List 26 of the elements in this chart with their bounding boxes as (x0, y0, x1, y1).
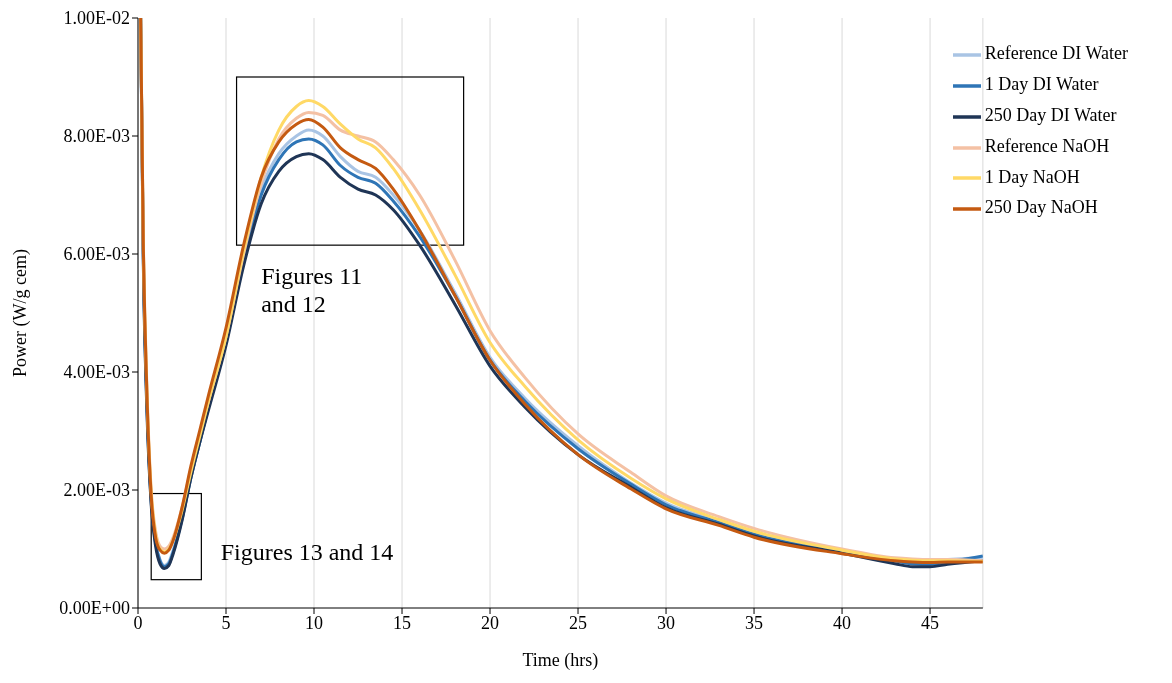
x-tick-label: 5 (221, 612, 231, 633)
legend-label: 250 Day NaOH (984, 197, 1098, 218)
y-tick-label: 6.00E-03 (63, 244, 130, 265)
y-tick-label: 8.00E-03 (63, 126, 130, 147)
x-tick-label: 40 (833, 612, 852, 633)
x-tick-label: 35 (745, 612, 764, 633)
legend-label: Reference NaOH (984, 135, 1110, 156)
x-axis-title: Time (hrs) (522, 650, 599, 671)
x-tick-label: 20 (481, 612, 500, 633)
x-tick-label: 30 (657, 612, 676, 633)
legend-label: 1 Day DI Water (984, 73, 1099, 94)
x-tick-label: 10 (305, 612, 324, 633)
x-tick-label: 25 (569, 612, 588, 633)
y-axis-title: Power (W/g cem) (10, 249, 32, 377)
x-tick-label: 15 (393, 612, 412, 633)
y-tick-label: 2.00E-03 (63, 480, 130, 501)
annotation: Figures 13 and 14 (220, 538, 394, 565)
x-tick-label: 0 (133, 612, 143, 633)
legend-label: Reference DI Water (984, 43, 1128, 63)
y-tick-label: 0.00E+00 (59, 598, 130, 619)
annotation: Figures 11 and 12 (261, 262, 363, 317)
legend-label: 250 Day DI Water (984, 104, 1117, 125)
y-tick-label: 1.00E-02 (63, 8, 130, 29)
legend-label: 1 Day NaOH (984, 166, 1080, 187)
x-tick-label: 45 (921, 612, 940, 633)
y-tick-label: 4.00E-03 (63, 362, 130, 383)
